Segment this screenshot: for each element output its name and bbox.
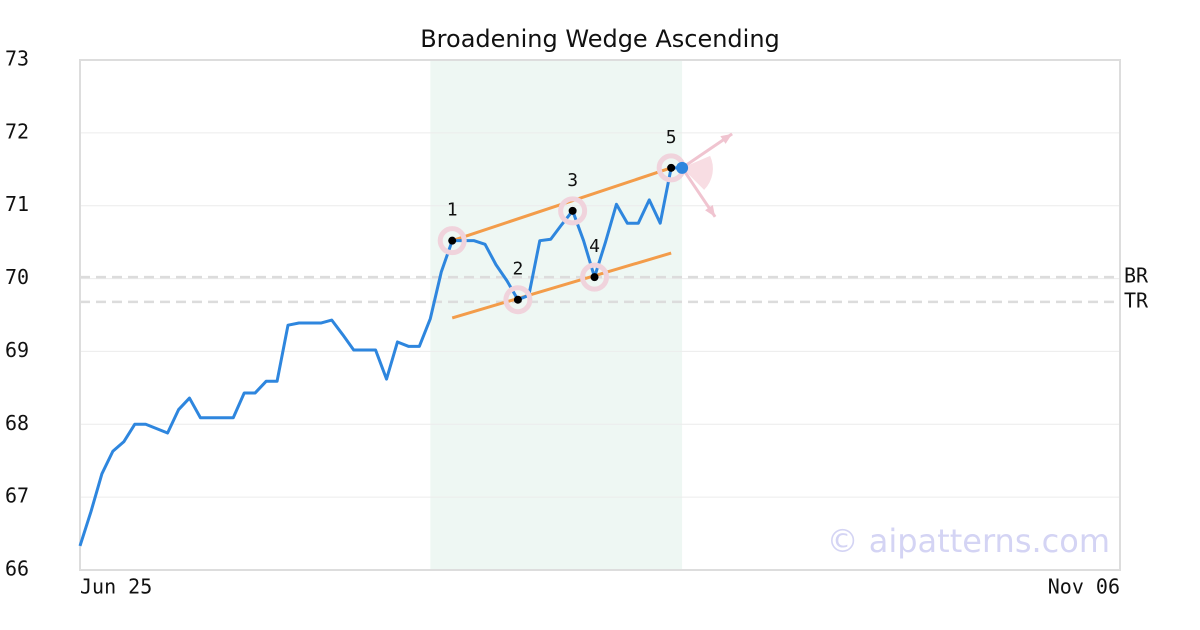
arrow-head (705, 205, 716, 217)
pattern-label: 2 (512, 259, 523, 280)
y-tick-label: 68 (5, 411, 29, 435)
pattern-point (667, 163, 676, 172)
y-tick-label: 71 (5, 192, 29, 216)
current-point (676, 161, 689, 174)
level-label: TR (1124, 288, 1149, 312)
plot-frame (79, 59, 1121, 571)
level-label: BR (1124, 264, 1149, 288)
pattern-point (448, 236, 457, 245)
projection-wedge (682, 155, 713, 190)
highlight-band (430, 60, 683, 570)
pattern-halo (558, 196, 588, 226)
pattern-label: 5 (666, 127, 677, 148)
pattern-point (568, 206, 577, 215)
watermark: © aipatterns.com (827, 522, 1110, 560)
pattern-halo (580, 262, 610, 292)
trendline (451, 251, 672, 320)
x-tick-label: Nov 06 (1048, 575, 1120, 599)
y-tick-label: 69 (5, 338, 29, 362)
pattern-point (590, 273, 599, 282)
x-tick-label: Jun 25 (80, 575, 152, 599)
arrow-head (720, 133, 733, 144)
y-tick-label: 73 (5, 47, 29, 71)
y-tick-label: 72 (5, 119, 29, 143)
y-tick-label: 67 (5, 484, 29, 508)
pattern-label: 1 (447, 200, 458, 221)
chart-title: Broadening Wedge Ascending (420, 25, 780, 53)
pattern-label: 4 (589, 236, 600, 257)
pattern-halo (503, 285, 533, 315)
price-line (78, 166, 683, 547)
y-tick-label: 70 (5, 265, 29, 289)
pattern-label: 3 (567, 170, 578, 191)
y-tick-label: 66 (5, 557, 29, 581)
pattern-halo (437, 226, 467, 256)
pattern-point (513, 295, 522, 304)
